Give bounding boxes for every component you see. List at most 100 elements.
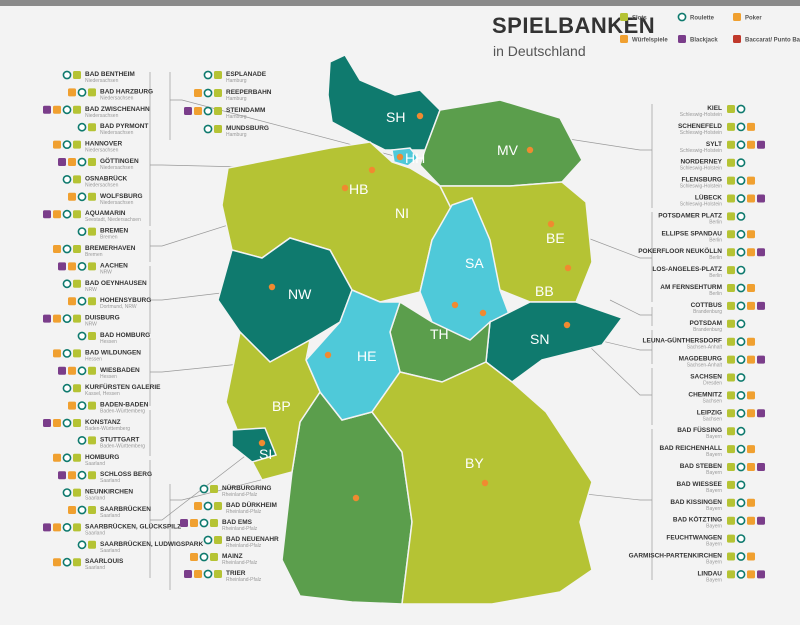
roulette-icon [62,453,72,463]
roulette-icon [77,366,87,376]
casino-name: AQUAMARIN [85,210,126,217]
casino-name: ESPLANADE [226,71,267,78]
roulette-icon [62,244,72,254]
casino-dot [526,146,534,154]
game-icon [190,519,198,527]
casino-name: NORDERNEY [680,159,722,166]
game-icon [620,35,628,43]
game-icon [210,485,218,493]
casino-region: Saarland [85,565,105,571]
game-icon [194,107,202,115]
casino-name: BAD KISSINGEN [670,499,722,506]
game-icon [73,558,81,567]
state-label: HE [357,348,376,364]
game-icon [727,552,735,561]
casino-name: BAD HOMBURG [100,332,150,339]
roulette-icon [736,176,746,185]
casino-dot [396,153,404,161]
game-icon [88,436,96,445]
casino-name: LÜBECK [695,193,722,202]
game-icon [727,373,735,382]
connector [170,469,301,501]
state-shape [391,147,420,167]
roulette-icon [77,401,87,410]
game-icon [727,319,735,328]
casino-dot [416,112,424,120]
game-icon [53,523,61,532]
game-icon [747,248,755,257]
casino-name: NÜRBURGRING [222,483,271,492]
game-icon [727,516,735,525]
casino-dot [564,264,572,272]
game-icon [88,158,96,166]
connector [170,99,399,158]
casino-dot [481,479,489,487]
casino-region: Saarland [100,548,120,554]
casino-region: Bayern [706,542,722,548]
roulette-icon [62,488,72,497]
casino-region: Bayern [706,434,722,440]
game-icon [727,140,735,149]
game-icon [88,332,96,340]
casino-region: Bremen [85,252,103,258]
game-icon [727,427,735,436]
game-icon [73,384,81,393]
game-icon [88,366,96,375]
game-icon [53,140,61,149]
casino-region: Schleswig-Holstein [680,112,722,118]
casino-region: Rheinland-Pfalz [226,509,262,515]
game-icon [747,355,755,364]
state-label: BE [546,230,565,246]
game-icon [214,89,222,97]
casino-name: GARMISCH-PARTENKIRCHEN [629,553,723,560]
roulette-icon [736,140,746,150]
game-icon [88,297,96,306]
roulette-icon [736,426,746,436]
game-icon [747,337,755,346]
casino-dot [547,220,555,228]
title: SPIELBANKEN [492,13,655,38]
game-icon [727,230,735,239]
casino-region: Brandenburg [693,309,722,315]
game-icon [210,519,218,527]
casino-name: SAARBRÜCKEN, GLÜCKSPILZ [85,521,181,530]
roulette-icon [736,283,746,293]
game-icon [73,71,81,79]
casino-name: SACHSEN [690,374,722,381]
roulette-icon [77,540,87,550]
game-icon [73,175,81,184]
casino-region: Hamburg [226,132,247,138]
casino-name: WOLFSBURG [100,193,143,200]
state-shape [231,427,278,463]
casino-name: HANNOVER [85,141,123,148]
game-icon [757,355,765,364]
state-shape [485,301,624,383]
game-icon [88,227,96,236]
state-shape [419,99,583,187]
roulette-icon [677,12,687,22]
game-icon [747,122,755,131]
casino-name: LEIPZIG [697,409,722,416]
map: SH HH MV HB NI BE BB SA NW SN TH HE BP SI BY [217,54,624,605]
roulette-icon [203,535,213,545]
casino-name: ELLIPSE SPANDAU [661,230,722,237]
game-icon [184,570,192,578]
casino-region: Hamburg [226,78,247,84]
casino-region: Berlin [709,219,722,225]
game-icon [43,105,51,114]
roulette-icon [199,552,209,562]
game-icon [73,523,81,532]
casino-name: STUTTGART [100,436,139,443]
casino-name: AACHEN [100,262,128,269]
casino-region: NRW [85,322,97,328]
casino-dot [341,184,349,192]
game-icon [757,301,765,310]
game-icon [757,409,765,418]
game-icon [68,297,76,306]
game-icon [58,158,66,166]
game-icon [53,453,61,462]
casino-region: Niedersachsen [100,130,134,136]
roulette-icon [62,383,72,393]
casino-name: HOHENSYBURG [100,297,151,304]
